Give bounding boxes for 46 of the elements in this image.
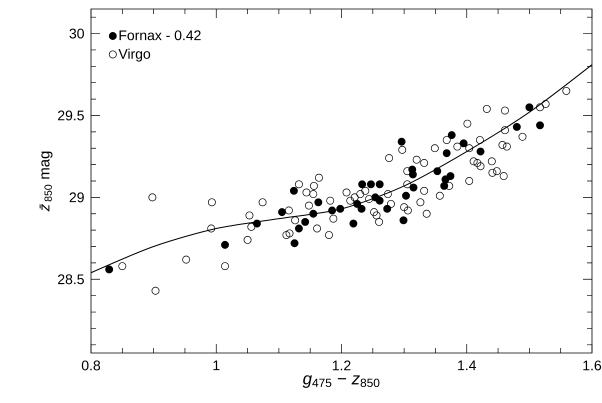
x-tick-label: 0.8: [82, 360, 100, 370]
point: [525, 103, 534, 112]
point: [376, 196, 384, 205]
y-axis-title: z̄$_{850}$ mag: [40, 152, 52, 212]
y-tick-label: 30: [70, 28, 84, 39]
point: [376, 180, 384, 188]
point: [328, 206, 336, 214]
x-tick-label: 1.2: [332, 360, 350, 370]
point: [476, 148, 484, 156]
point: [448, 131, 456, 140]
x-tick-label: 1.6: [583, 360, 602, 370]
point: [433, 167, 442, 176]
point: [442, 149, 451, 158]
point: [402, 192, 410, 200]
point: [512, 122, 521, 131]
point: [446, 172, 454, 180]
point: [309, 210, 318, 218]
point: [400, 216, 408, 224]
point: [410, 184, 418, 192]
point: [358, 180, 366, 188]
legend-label: Fornax - 0.42: [120, 30, 201, 40]
y-tick-label: 29: [70, 192, 84, 202]
point: [278, 208, 286, 216]
point: [290, 239, 298, 248]
point: [221, 240, 229, 249]
y-tick-label: 28.5: [58, 274, 84, 284]
point: [408, 170, 417, 178]
point: [460, 139, 468, 148]
x-tick-label: 1.4: [458, 360, 476, 370]
point: [301, 218, 310, 226]
point: [253, 220, 261, 228]
point: [536, 121, 544, 130]
point: [105, 266, 114, 274]
point: [358, 204, 366, 213]
point: [366, 180, 375, 188]
point: [314, 198, 322, 206]
point: [398, 138, 406, 146]
x-tick-label: 1: [213, 360, 220, 370]
x-axis-title: g$_{475}$ − z$_{850}$: [302, 375, 380, 388]
point: [336, 204, 344, 213]
y-tick-label: 29.5: [58, 110, 84, 120]
point: [294, 224, 303, 232]
point: [349, 220, 358, 228]
point: [290, 186, 298, 195]
legend-label: Virgo: [118, 48, 150, 62]
point: [383, 204, 392, 213]
